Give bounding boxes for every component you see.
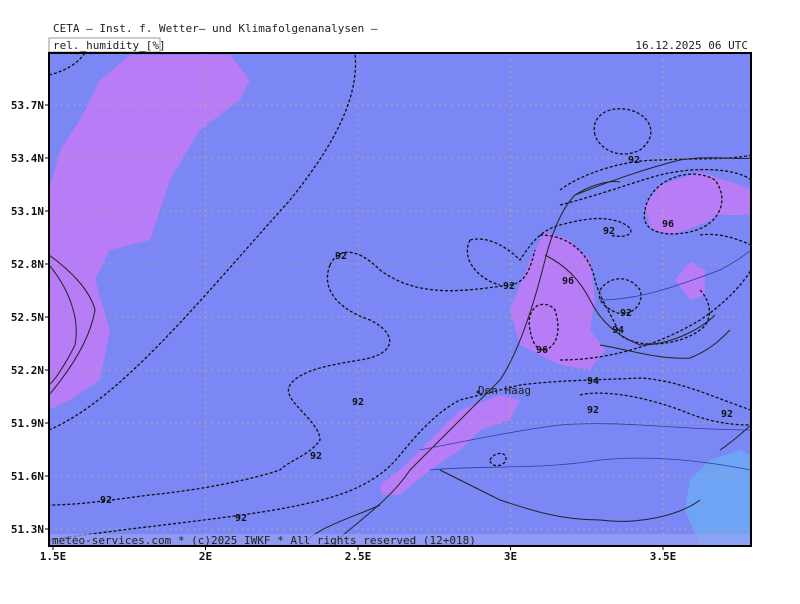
lon-label: 2E bbox=[199, 550, 212, 563]
contour-label: 92 bbox=[587, 405, 599, 416]
contour-label: 96 bbox=[536, 345, 548, 356]
lat-label: 53.7N bbox=[11, 99, 44, 112]
header-title: CETA — Inst. f. Wetter— und Klimafolgena… bbox=[53, 22, 378, 35]
humidity-low bbox=[685, 450, 751, 546]
contour-label: 92 bbox=[235, 513, 247, 524]
lat-label: 51.9N bbox=[11, 417, 44, 430]
city-label: Den Haag bbox=[478, 384, 531, 397]
contour-label: 92 bbox=[603, 226, 615, 237]
lat-label: 52.5N bbox=[11, 311, 44, 324]
contour-label: 92 bbox=[352, 397, 364, 408]
rivers bbox=[419, 249, 751, 471]
contour-label: 92 bbox=[721, 409, 733, 420]
lon-label: 2.5E bbox=[345, 550, 372, 563]
map-frame bbox=[48, 52, 752, 547]
contour-label: 94 bbox=[587, 376, 599, 387]
lon-label: 3E bbox=[504, 550, 517, 563]
lat-label: 53.4N bbox=[11, 152, 44, 165]
contour-label: 94 bbox=[612, 325, 624, 336]
contour-label: 96 bbox=[662, 219, 674, 230]
map-area: Den Haag 92 92 96 92 92 96 92 94 96 94 9… bbox=[49, 53, 751, 547]
city-marker bbox=[476, 390, 480, 394]
lon-label: 1.5E bbox=[40, 550, 67, 563]
grid bbox=[49, 53, 751, 546]
lon-label: 3.5E bbox=[650, 550, 677, 563]
lat-label: 53.1N bbox=[11, 205, 44, 218]
coastlines bbox=[49, 157, 751, 546]
contour-label: 92 bbox=[335, 251, 347, 262]
lat-label: 51.3N bbox=[11, 523, 44, 536]
parameter: rel._humidity_[%] bbox=[53, 39, 166, 52]
footer: meteo-services.com * (c)2025 IWKF * All … bbox=[52, 534, 476, 547]
contour-label: 92 bbox=[503, 281, 515, 292]
contour-label: 92 bbox=[100, 495, 112, 506]
axes: 53.7N 53.4N 53.1N 52.8N 52.5N 52.2N 51.9N 51.6N… bbox=[11, 99, 677, 563]
lat-label: 52.8N bbox=[11, 258, 44, 271]
contour-label: 96 bbox=[562, 276, 574, 287]
contour-label: 92 bbox=[310, 451, 322, 462]
valid-time: 16.12.2025 06 UTC bbox=[635, 39, 748, 52]
footer-band bbox=[49, 534, 751, 546]
contour-label: 92 bbox=[620, 308, 632, 319]
contour-label: 92 bbox=[628, 155, 640, 166]
lat-label: 51.6N bbox=[11, 470, 44, 483]
lat-label: 52.2N bbox=[11, 364, 44, 377]
